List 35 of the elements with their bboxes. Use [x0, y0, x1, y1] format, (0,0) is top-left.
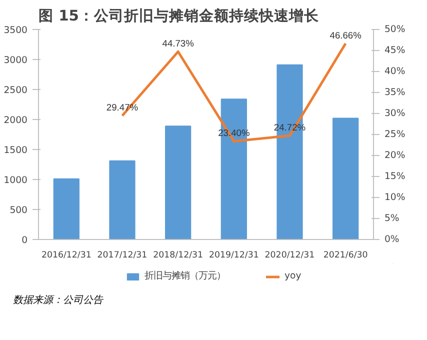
y-tick-label: 3500 [4, 25, 28, 36]
y-tick-label: 2500 [4, 85, 28, 96]
y2-tick-label: 25% [384, 129, 406, 140]
y-tick-label: 1000 [4, 175, 28, 186]
y2-tick-label: 15% [384, 171, 406, 182]
x-tick-label: 2019/12/31 [208, 250, 259, 260]
legend-label: 折旧与摊销（万元） [144, 270, 226, 282]
y-tick-label: 1500 [4, 145, 28, 156]
bar [109, 160, 136, 240]
x-tick-label: 2021/6/30 [323, 250, 368, 260]
data-label: 44.73% [162, 38, 194, 49]
y-tick-label: 2000 [4, 115, 28, 126]
y2-tick-label: 30% [384, 108, 406, 119]
x-tick-label: 2020/12/31 [264, 250, 315, 260]
y2-tick-label: 40% [384, 66, 406, 77]
y2-tick-label: 35% [384, 87, 406, 98]
data-label: 46.66% [330, 30, 362, 41]
x-tick-label: 2017/12/31 [97, 250, 148, 260]
y-tick-label: 0 [22, 235, 28, 246]
chart-title: 图 15：公司折旧与摊销金额持续快速增长 [38, 6, 320, 24]
y2-tick-label: 10% [384, 192, 406, 203]
y2-tick-label: 5% [384, 213, 400, 224]
y-tick-label: 3000 [4, 55, 28, 66]
y-tick-label: 500 [10, 205, 28, 216]
y2-tick-label: 45% [384, 45, 406, 56]
bar [53, 178, 80, 240]
legend-label: yoy [284, 270, 302, 282]
y2-tick-label: 0% [384, 234, 400, 245]
y2-tick-label: 20% [384, 150, 406, 161]
bar [165, 126, 192, 240]
x-tick-label: 2016/12/31 [41, 250, 92, 260]
x-tick-label: 2018/12/31 [153, 250, 204, 260]
bar [332, 118, 359, 240]
source-note: 数据来源：公司公告 [13, 294, 103, 308]
y2-tick-label: 50% [384, 24, 406, 35]
